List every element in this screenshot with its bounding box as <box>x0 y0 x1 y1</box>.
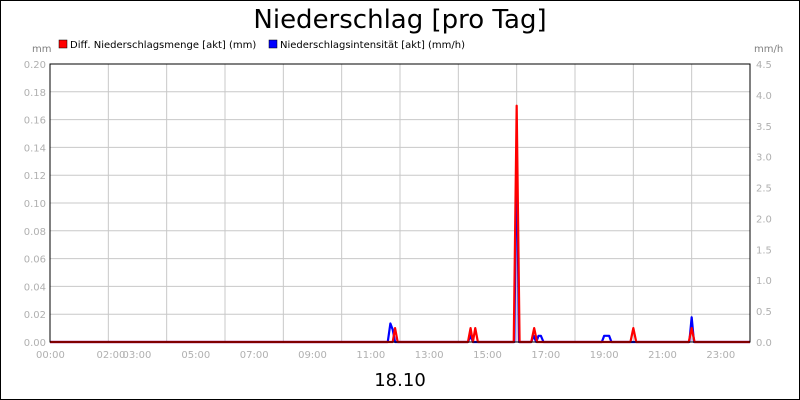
y-left-tick-label: 0.06 <box>24 255 46 266</box>
y-left-tick-label: 0.14 <box>24 143 46 154</box>
x-tick-label: 09:00 <box>298 350 327 361</box>
y-left-tick-label: 0.16 <box>24 116 46 127</box>
y-right-tick-label: 3.5 <box>756 122 772 133</box>
y-right-tick-label: 0.5 <box>756 307 772 318</box>
y-right-tick-label: 4.0 <box>756 91 772 102</box>
legend-swatch-intensity <box>268 39 278 49</box>
y-left-tick-label: 0.10 <box>24 199 46 210</box>
y-left-tick-label: 0.08 <box>24 227 46 238</box>
y-right-unit: mm/h <box>754 44 783 55</box>
y-left-tick-label: 0.02 <box>24 310 46 321</box>
y-left-tick-label: 0.18 <box>24 88 46 99</box>
legend-entry-amount: Diff. Niederschlagsmenge [akt] (mm) <box>70 40 256 51</box>
y-right-tick-label: 3.0 <box>756 153 772 164</box>
x-tick-label: 07:00 <box>240 350 269 361</box>
y-right-tick-label: 1.0 <box>756 276 772 287</box>
x-tick-label: 23:00 <box>706 350 735 361</box>
y-right-tick-label: 4.5 <box>756 60 772 71</box>
x-tick-label: 21:00 <box>648 350 677 361</box>
x-tick-label: 05:00 <box>181 350 210 361</box>
y-right-axis: 0.0 0.5 1.0 1.5 2.0 2.5 3.0 3.5 4.0 4.5 <box>756 60 772 349</box>
y-left-tick-label: 0.00 <box>24 338 46 349</box>
y-left-tick-label: 0.04 <box>24 282 46 293</box>
y-right-tick-label: 2.5 <box>756 184 772 195</box>
y-right-tick-label: 1.5 <box>756 245 772 256</box>
y-left-axis: 0.00 0.02 0.04 0.06 0.08 0.10 0.12 0.14 0.16 0.18… <box>24 60 46 349</box>
y-right-tick-label: 2.0 <box>756 214 772 225</box>
y-right-tick-label: 0.0 <box>756 338 772 349</box>
y-left-tick-label: 0.20 <box>24 60 46 71</box>
y-left-tick-label: 0.12 <box>24 171 46 182</box>
chart-title: Niederschlag [pro Tag] <box>253 5 546 35</box>
x-tick-label: 17:00 <box>531 350 560 361</box>
x-tick-label: 15:00 <box>473 350 502 361</box>
legend-swatch-amount <box>58 39 68 49</box>
x-tick-label: 00:00 <box>36 350 65 361</box>
x-tick-label: 19:00 <box>590 350 619 361</box>
plot-area <box>49 63 751 343</box>
legend-entry-intensity: Niederschlagsintensität [akt] (mm/h) <box>280 40 465 51</box>
x-tick-label: 03:00 <box>123 350 152 361</box>
x-tick-label: 11:00 <box>356 350 385 361</box>
grid <box>50 63 750 343</box>
x-tick-label: 13:00 <box>415 350 444 361</box>
legend: Diff. Niederschlagsmenge [akt] (mm) Nied… <box>58 39 465 51</box>
y-left-unit: mm <box>32 44 51 55</box>
x-tick-label: 02:00 <box>97 350 126 361</box>
date-label: 18.10 <box>374 370 426 391</box>
